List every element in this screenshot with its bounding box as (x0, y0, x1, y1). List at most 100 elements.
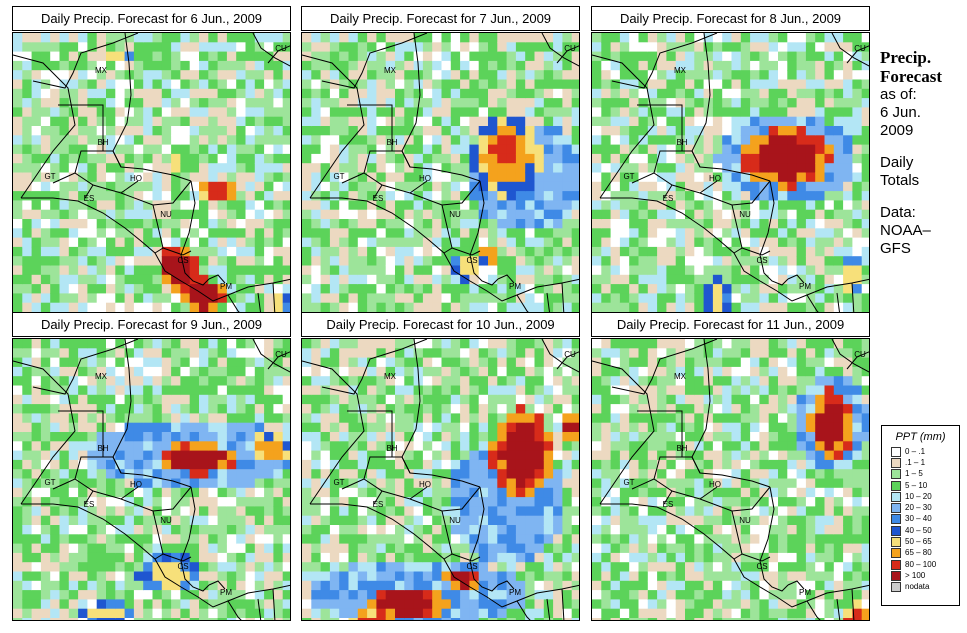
precip-cell (861, 181, 869, 192)
precip-cell (592, 608, 602, 619)
precip-cell (497, 339, 508, 349)
precip-cell (629, 348, 640, 359)
precip-cell (778, 98, 788, 108)
precip-cell (87, 422, 98, 433)
precip-cell (750, 200, 760, 211)
precip-cell (320, 144, 331, 155)
precip-cell (647, 284, 658, 294)
precip-cell (666, 228, 677, 239)
precip-cell (68, 302, 79, 313)
precip-cell (610, 525, 621, 535)
precip-cell (87, 153, 98, 164)
precip-cell (31, 265, 42, 276)
precip-cell (31, 135, 42, 146)
precip-cell (161, 534, 172, 545)
precip-cell (843, 144, 853, 155)
precip-cell (395, 246, 405, 257)
precip-cell (404, 302, 415, 313)
precip-cell (441, 42, 452, 53)
precip-cell (450, 228, 461, 239)
precip-cell (778, 284, 788, 294)
precip-cell (96, 562, 107, 573)
precip-cell (787, 107, 798, 118)
precip-cell (329, 256, 340, 267)
precip-cell (506, 385, 517, 396)
country-label: MX (95, 372, 108, 381)
precip-cell (404, 413, 415, 424)
precip-cell (515, 385, 526, 396)
precip-cell (199, 618, 209, 620)
precip-cell (320, 181, 331, 192)
precip-cell (96, 366, 107, 377)
precip-cell (553, 293, 563, 304)
precip-cell (385, 441, 396, 452)
precip-cell (657, 618, 667, 620)
precip-cell (339, 126, 350, 136)
precip-cell (534, 339, 545, 349)
precip-cell (31, 209, 42, 220)
precip-cell (115, 497, 126, 507)
precip-cell (525, 450, 536, 461)
precip-cell (404, 60, 415, 71)
precip-cell (236, 394, 247, 405)
precip-cell (124, 228, 135, 239)
precip-cell (78, 116, 88, 127)
precip-cell (543, 33, 554, 43)
precip-cell (525, 256, 536, 267)
precip-cell (787, 256, 798, 267)
precip-cell (413, 51, 424, 62)
precip-cell (395, 562, 405, 573)
precip-cell (778, 191, 788, 201)
precip-cell (619, 413, 630, 424)
precip-cell (759, 209, 770, 220)
precip-cell (124, 293, 135, 304)
precip-cell (796, 116, 807, 127)
precip-cell (245, 432, 256, 442)
precip-cell (638, 237, 649, 248)
precip-cell (525, 126, 536, 136)
precip-cell (413, 107, 424, 118)
precip-cell (282, 209, 290, 220)
precip-cell (703, 302, 714, 313)
precip-cell (180, 599, 191, 610)
precip-cell (376, 357, 387, 368)
precip-cell (592, 525, 602, 535)
precip-cell (311, 459, 322, 470)
precip-cell (282, 608, 290, 619)
precip-cell (245, 153, 256, 164)
precip-cell (59, 599, 70, 610)
precip-cell (40, 256, 51, 267)
precip-cell (553, 284, 563, 294)
precip-cell (610, 562, 621, 573)
precip-cell (367, 450, 377, 461)
precip-cell (124, 525, 135, 535)
precip-cell (245, 228, 256, 239)
precip-cell (534, 497, 545, 507)
precip-cell (329, 552, 340, 563)
precip-cell (506, 450, 517, 461)
precip-cell (59, 497, 70, 507)
precip-cell (534, 515, 545, 526)
precip-cell (497, 525, 508, 535)
precip-cell (245, 79, 256, 90)
precip-cell (78, 432, 88, 442)
precip-cell (422, 497, 433, 507)
precip-cell (534, 33, 545, 43)
precip-cell (638, 284, 649, 294)
precip-cell (357, 79, 368, 90)
precip-cell (534, 256, 545, 267)
precip-cell (460, 534, 470, 545)
precip-cell (115, 228, 126, 239)
precip-cell (189, 293, 200, 304)
precip-cell (647, 348, 658, 359)
precip-cell (534, 70, 545, 81)
precip-cell (59, 144, 70, 155)
precip-cell (506, 413, 517, 424)
precip-cell (376, 42, 387, 53)
precip-cell (592, 116, 602, 127)
precip-cell (376, 339, 387, 349)
precip-cell (68, 70, 79, 81)
precip-cell (450, 478, 461, 489)
precip-cell (87, 79, 98, 90)
precip-cell (348, 404, 359, 414)
